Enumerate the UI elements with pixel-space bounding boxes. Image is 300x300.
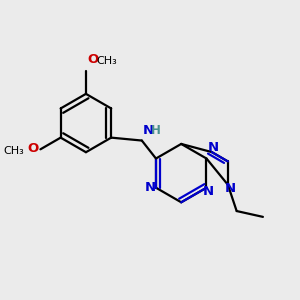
Text: CH₃: CH₃ bbox=[96, 56, 117, 66]
Text: N: N bbox=[208, 141, 219, 154]
Text: H: H bbox=[151, 124, 161, 137]
Text: O: O bbox=[28, 142, 39, 155]
Text: N: N bbox=[225, 182, 236, 195]
Text: N: N bbox=[145, 181, 156, 194]
Text: N: N bbox=[202, 185, 214, 198]
Text: CH₃: CH₃ bbox=[3, 146, 24, 156]
Text: N: N bbox=[142, 124, 154, 137]
Text: O: O bbox=[88, 53, 99, 66]
